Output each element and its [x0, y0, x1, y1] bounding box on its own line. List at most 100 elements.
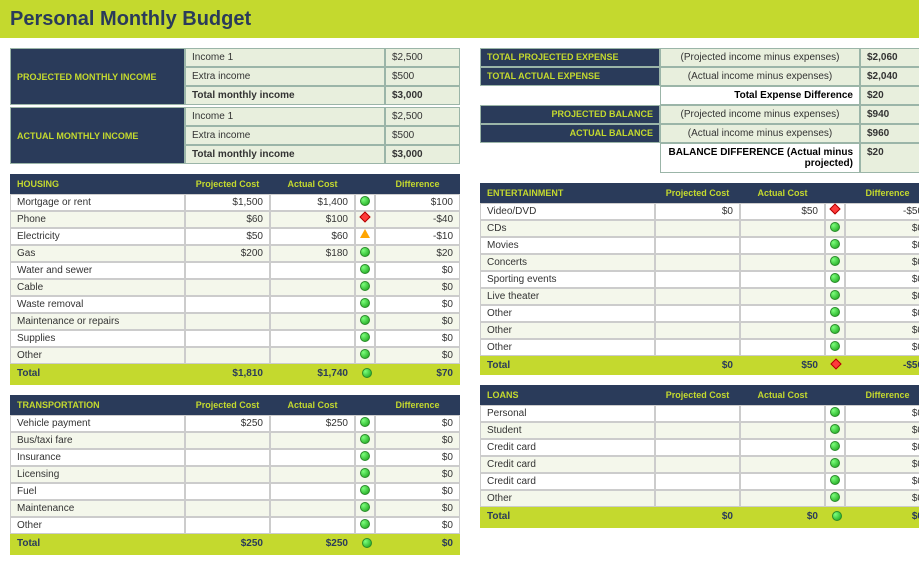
row-projected[interactable]: [655, 271, 740, 288]
row-projected[interactable]: $50: [185, 228, 270, 245]
row-projected[interactable]: [185, 330, 270, 347]
summary-label: TOTAL PROJECTED EXPENSE: [480, 48, 660, 67]
total-actual: $50: [740, 356, 825, 375]
row-projected[interactable]: [185, 347, 270, 364]
row-actual[interactable]: $100: [270, 211, 355, 228]
row-projected[interactable]: [185, 262, 270, 279]
row-actual[interactable]: $180: [270, 245, 355, 262]
row-actual[interactable]: [270, 330, 355, 347]
row-projected[interactable]: [655, 237, 740, 254]
row-projected[interactable]: [655, 254, 740, 271]
ok-icon: [360, 519, 370, 529]
ok-icon: [830, 458, 840, 468]
row-name: Fuel: [10, 483, 185, 500]
row-projected[interactable]: [655, 439, 740, 456]
row-actual[interactable]: [740, 473, 825, 490]
row-projected[interactable]: $200: [185, 245, 270, 262]
row-actual[interactable]: $50: [740, 203, 825, 220]
row-actual[interactable]: [270, 517, 355, 534]
summary-val: $2,060: [860, 48, 919, 67]
row-difference: $0: [845, 490, 919, 507]
row-projected[interactable]: [185, 432, 270, 449]
row-actual[interactable]: [740, 456, 825, 473]
row-actual[interactable]: [270, 347, 355, 364]
table-row: Sporting events$0: [480, 271, 919, 288]
income-row-val[interactable]: $2,500: [385, 107, 460, 126]
row-actual[interactable]: [270, 466, 355, 483]
row-projected[interactable]: [655, 322, 740, 339]
row-actual[interactable]: $60: [270, 228, 355, 245]
ok-icon: [360, 298, 370, 308]
row-actual[interactable]: [270, 313, 355, 330]
row-actual[interactable]: [740, 490, 825, 507]
row-actual[interactable]: [270, 483, 355, 500]
row-projected[interactable]: $60: [185, 211, 270, 228]
alert-icon: [829, 203, 840, 214]
row-actual[interactable]: [270, 449, 355, 466]
row-projected[interactable]: [655, 490, 740, 507]
row-projected[interactable]: [655, 339, 740, 356]
ok-icon: [360, 434, 370, 444]
row-status-icon: [355, 483, 375, 500]
row-actual[interactable]: [740, 288, 825, 305]
row-projected[interactable]: [185, 313, 270, 330]
income-row-val[interactable]: $2,500: [385, 48, 460, 67]
row-projected[interactable]: [185, 466, 270, 483]
table-row: Personal$0: [480, 405, 919, 422]
row-projected[interactable]: $250: [185, 415, 270, 432]
row-projected[interactable]: [655, 305, 740, 322]
row-actual[interactable]: $250: [270, 415, 355, 432]
row-difference: $0: [845, 339, 919, 356]
row-actual[interactable]: [740, 305, 825, 322]
total-label: Total: [480, 356, 655, 375]
row-actual[interactable]: [740, 237, 825, 254]
income-row-val[interactable]: $500: [385, 126, 460, 145]
row-actual[interactable]: $1,400: [270, 194, 355, 211]
row-actual[interactable]: [740, 405, 825, 422]
row-difference: $0: [845, 422, 919, 439]
row-projected[interactable]: [655, 456, 740, 473]
row-actual[interactable]: [270, 262, 355, 279]
row-projected[interactable]: [185, 517, 270, 534]
col-actual: Actual Cost: [270, 395, 355, 415]
row-actual[interactable]: [740, 422, 825, 439]
row-actual[interactable]: [740, 439, 825, 456]
ok-icon: [830, 222, 840, 232]
row-difference: $0: [375, 313, 460, 330]
row-projected[interactable]: [655, 220, 740, 237]
table-row: Phone$60$100-$40: [10, 211, 460, 228]
row-difference: $0: [375, 279, 460, 296]
row-actual[interactable]: [270, 279, 355, 296]
ok-icon: [360, 264, 370, 274]
row-projected[interactable]: [185, 449, 270, 466]
row-projected[interactable]: [185, 500, 270, 517]
row-projected[interactable]: [185, 279, 270, 296]
row-difference: -$50: [845, 203, 919, 220]
row-status-icon: [825, 288, 845, 305]
row-projected[interactable]: $0: [655, 203, 740, 220]
income-row-val[interactable]: $500: [385, 67, 460, 86]
row-projected[interactable]: [655, 405, 740, 422]
row-actual[interactable]: [740, 271, 825, 288]
alert-icon: [830, 358, 841, 369]
loans-table: LOANSProjected CostActual CostDifference…: [480, 385, 919, 528]
row-actual[interactable]: [740, 254, 825, 271]
row-projected[interactable]: [655, 288, 740, 305]
row-projected[interactable]: [185, 296, 270, 313]
ok-icon: [360, 468, 370, 478]
row-actual[interactable]: [270, 432, 355, 449]
row-actual[interactable]: [270, 500, 355, 517]
row-actual[interactable]: [270, 296, 355, 313]
entertainment-table: ENTERTAINMENTProjected CostActual CostDi…: [480, 183, 919, 375]
row-actual[interactable]: [740, 220, 825, 237]
row-projected[interactable]: [655, 422, 740, 439]
row-projected[interactable]: [655, 473, 740, 490]
row-name: Licensing: [10, 466, 185, 483]
table-row: CDs$0: [480, 220, 919, 237]
row-status-icon: [825, 254, 845, 271]
row-projected[interactable]: $1,500: [185, 194, 270, 211]
row-projected[interactable]: [185, 483, 270, 500]
row-actual[interactable]: [740, 322, 825, 339]
row-name: Credit card: [480, 473, 655, 490]
row-actual[interactable]: [740, 339, 825, 356]
